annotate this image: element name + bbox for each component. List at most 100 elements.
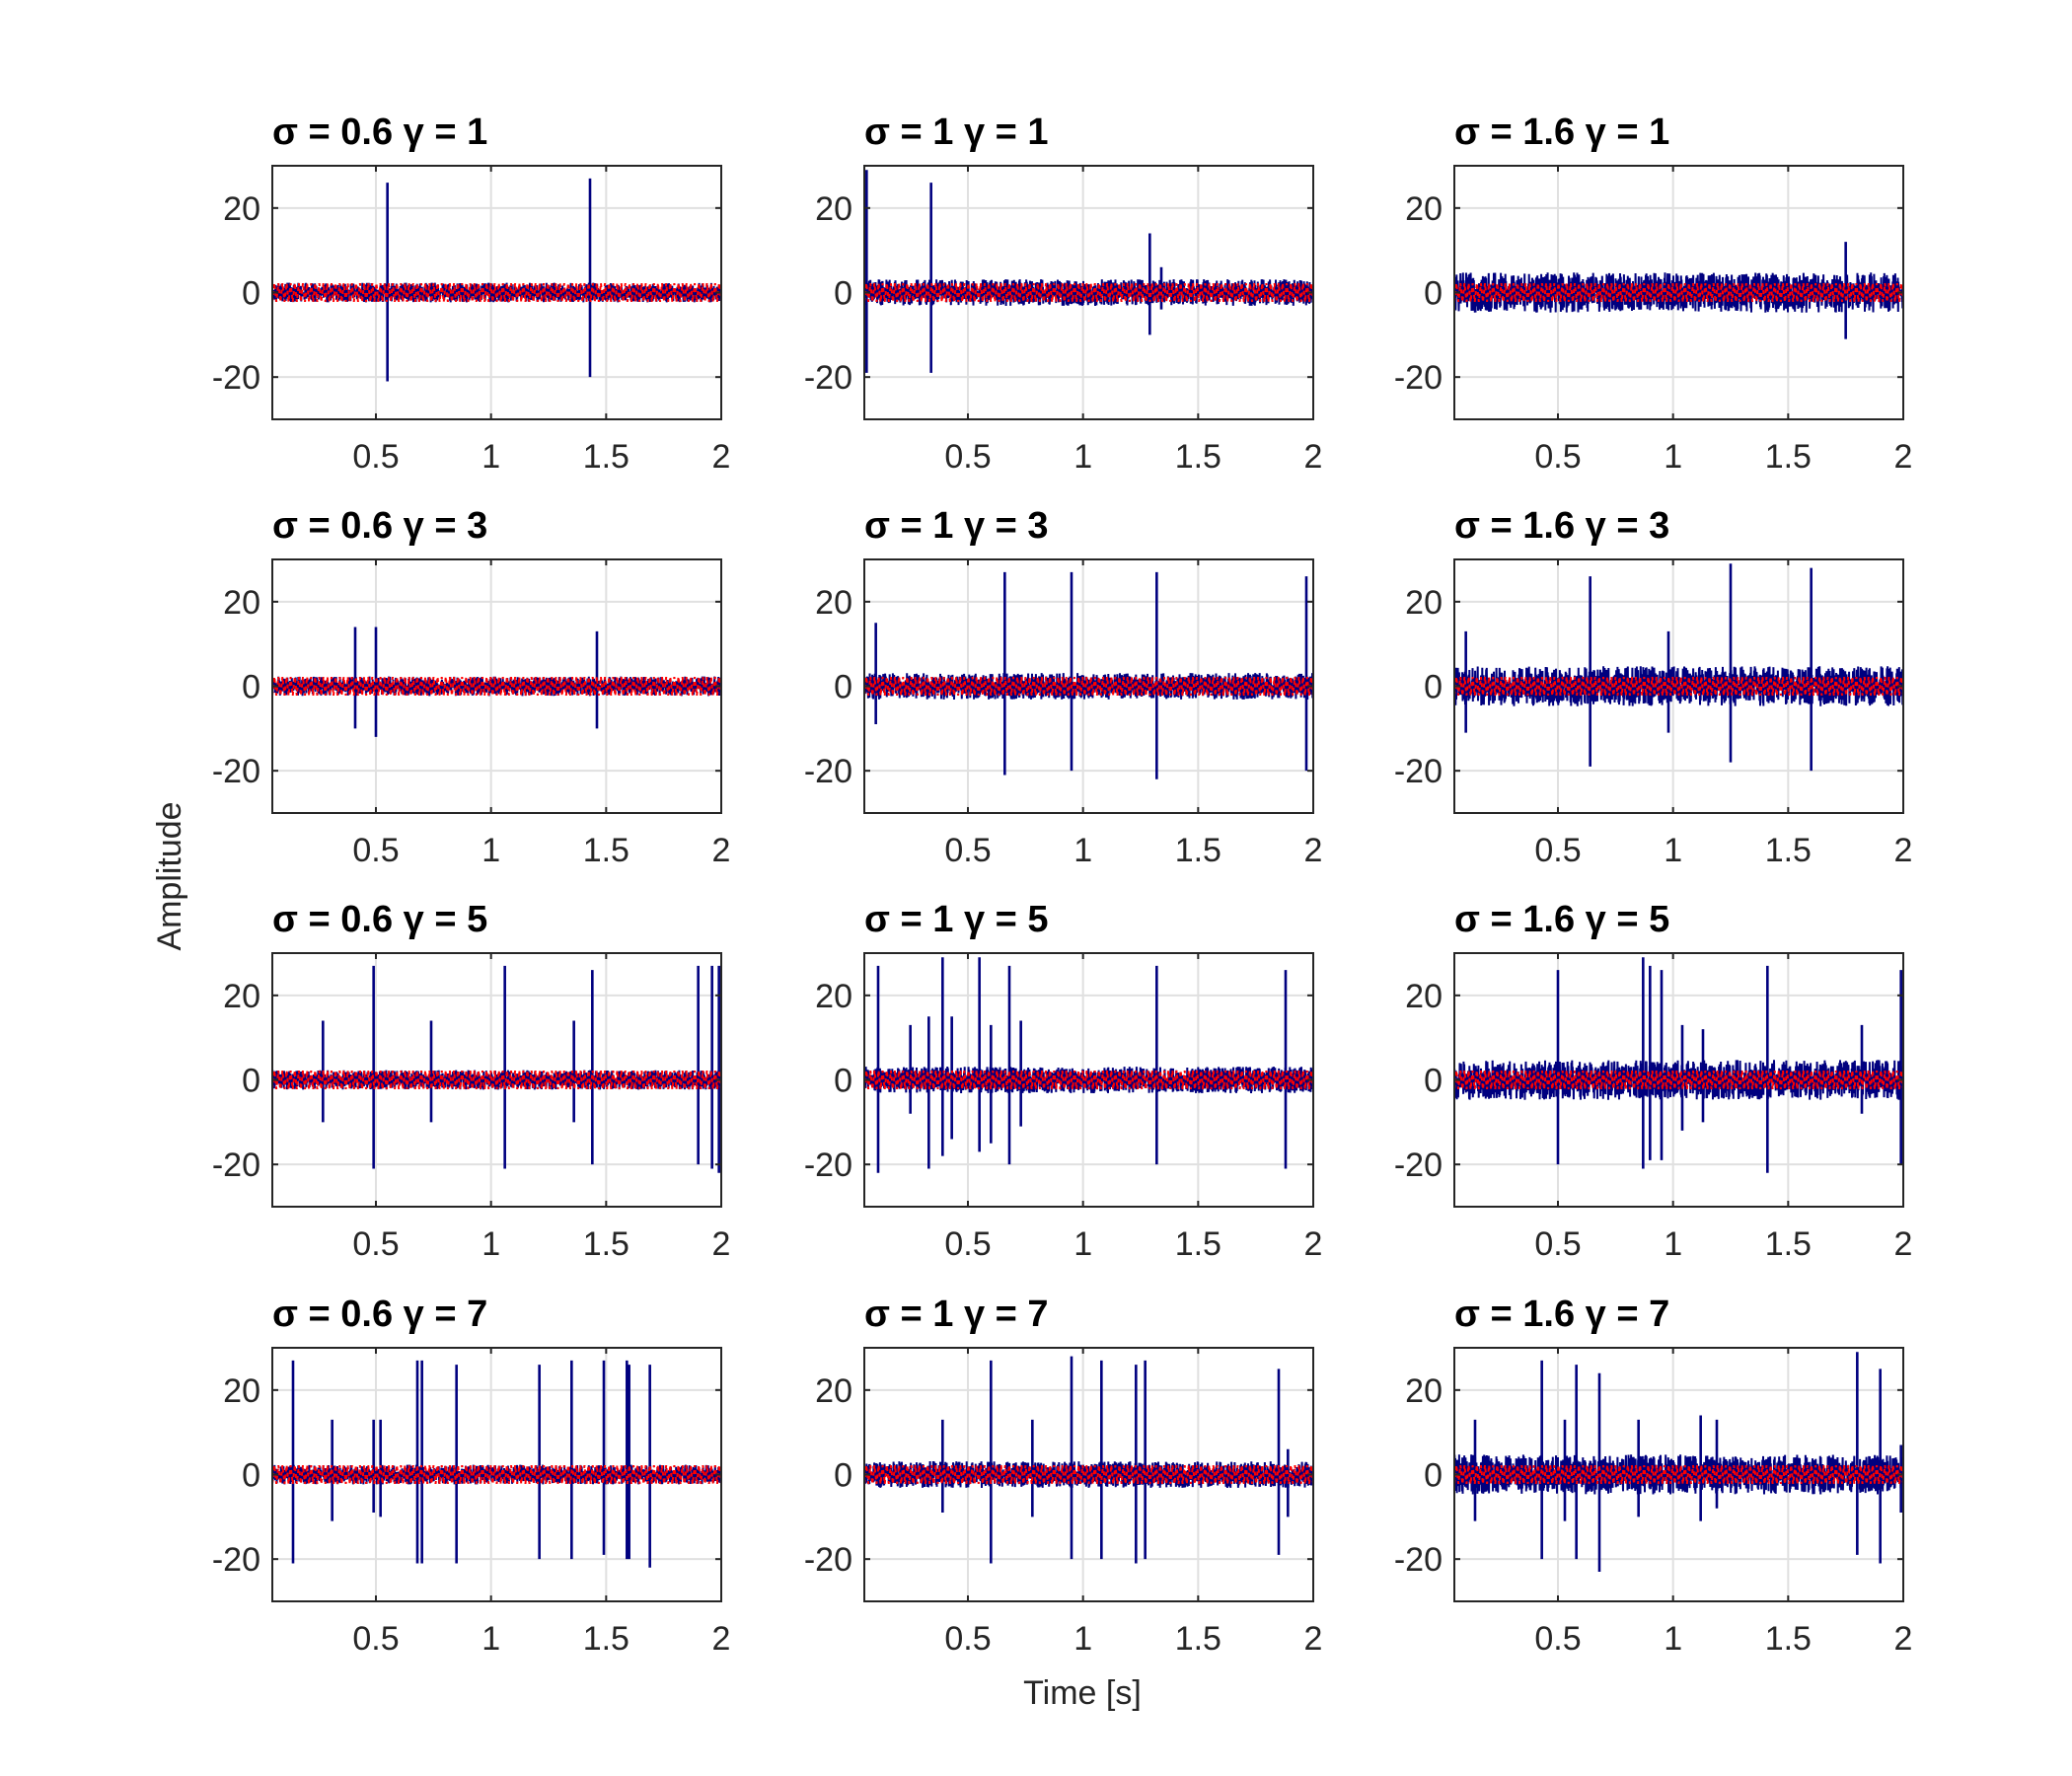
plot-area xyxy=(864,170,1313,373)
subplot-title: σ = 1.6 γ = 7 xyxy=(1454,1294,1669,1335)
y-tick-label: -20 xyxy=(804,753,852,790)
plot-area xyxy=(1454,242,1903,339)
y-tick-label: -20 xyxy=(1394,753,1443,790)
reference-series xyxy=(272,282,721,303)
reference-series xyxy=(272,1070,721,1090)
y-tick-label: 0 xyxy=(834,275,852,313)
x-tick-label: 1 xyxy=(1073,1620,1092,1658)
x-tick-label: 1 xyxy=(1073,1225,1092,1263)
x-tick-label: 2 xyxy=(1304,832,1323,869)
signal-series xyxy=(1454,666,1903,706)
x-tick-label: 0.5 xyxy=(352,438,399,476)
x-tick-label: 1.5 xyxy=(583,1620,629,1658)
y-tick-label: 0 xyxy=(1424,1063,1443,1100)
x-tick-label: 0.5 xyxy=(944,1620,991,1658)
subplot-title: σ = 0.6 γ = 3 xyxy=(272,505,487,547)
x-tick-label: 1 xyxy=(1073,438,1092,476)
subplot-title: σ = 0.6 γ = 1 xyxy=(272,111,487,153)
y-tick-label: 20 xyxy=(815,978,852,1015)
y-tick-label: 20 xyxy=(1405,978,1443,1015)
reference-series xyxy=(1454,282,1903,303)
y-tick-label: -20 xyxy=(804,1147,852,1184)
y-tick-label: 0 xyxy=(242,1457,260,1495)
y-tick-label: 20 xyxy=(1405,584,1443,622)
signal-series xyxy=(272,676,721,697)
subplot-12: 0.5 1 1.5 2 -20 0 20 σ = 1.6 γ = 7 xyxy=(1394,1294,1913,1658)
subplot-title: σ = 1.6 γ = 1 xyxy=(1454,111,1669,153)
y-tick-label: 20 xyxy=(815,1372,852,1410)
y-tick-label: 0 xyxy=(242,1063,260,1100)
y-tick-label: 20 xyxy=(815,190,852,228)
y-tick-label: 0 xyxy=(834,1457,852,1495)
plot-area xyxy=(1454,1352,1903,1573)
x-tick-label: 1.5 xyxy=(1765,1620,1812,1658)
subplot-2: 0.5 1 1.5 2 -20 0 20 σ = 1 γ = 1 xyxy=(804,111,1323,476)
subplot-title: σ = 1 γ = 7 xyxy=(864,1294,1049,1335)
subplot-title: σ = 1 γ = 5 xyxy=(864,899,1049,940)
y-tick-label: -20 xyxy=(1394,1147,1443,1184)
subplot-title: σ = 1 γ = 1 xyxy=(864,111,1049,153)
subplot-4: 0.5 1 1.5 2 -20 0 20 σ = 0.6 γ = 3 xyxy=(212,505,731,869)
subplot-5: 0.5 1 1.5 2 -20 0 20 σ = 1 γ = 3 xyxy=(804,505,1323,869)
reference-series xyxy=(864,676,1313,697)
signal-series xyxy=(1454,272,1903,313)
x-tick-label: 2 xyxy=(1304,438,1323,476)
y-tick-label: -20 xyxy=(804,359,852,397)
x-tick-label: 1.5 xyxy=(1765,438,1812,476)
y-tick-label: 20 xyxy=(223,1372,260,1410)
x-tick-label: 2 xyxy=(1304,1225,1323,1263)
y-tick-label: 0 xyxy=(1424,669,1443,706)
x-tick-label: 0.5 xyxy=(352,1225,399,1263)
y-tick-label: -20 xyxy=(212,359,260,397)
subplot-title: σ = 1.6 γ = 3 xyxy=(1454,505,1669,547)
x-tick-label: 1 xyxy=(481,438,500,476)
reference-series xyxy=(864,1070,1313,1090)
x-tick-label: 0.5 xyxy=(352,1620,399,1658)
subplot-11: 0.5 1 1.5 2 -20 0 20 σ = 1 γ = 7 xyxy=(804,1294,1323,1658)
y-tick-label: 0 xyxy=(1424,1457,1443,1495)
x-tick-label: 1.5 xyxy=(1175,1225,1221,1263)
subplot-8: 0.5 1 1.5 2 -20 0 20 σ = 1 γ = 5 xyxy=(804,899,1323,1263)
x-tick-label: 2 xyxy=(1894,1620,1913,1658)
plot-area xyxy=(864,1356,1313,1564)
subplot-9: 0.5 1 1.5 2 -20 0 20 σ = 1.6 γ = 5 xyxy=(1394,899,1913,1263)
y-tick-label: 20 xyxy=(223,190,260,228)
x-tick-label: 0.5 xyxy=(1534,1620,1581,1658)
subplot-title: σ = 1 γ = 3 xyxy=(864,505,1049,547)
x-tick-label: 2 xyxy=(1304,1620,1323,1658)
y-axis-label: Amplitude xyxy=(151,801,188,950)
signal-series xyxy=(1454,1060,1903,1100)
reference-series xyxy=(1454,1464,1903,1485)
plot-area xyxy=(272,1360,721,1568)
y-tick-label: 0 xyxy=(834,1063,852,1100)
x-tick-label: 1 xyxy=(481,1225,500,1263)
x-tick-label: 1 xyxy=(1664,1225,1682,1263)
y-tick-label: 20 xyxy=(815,584,852,622)
x-tick-label: 1 xyxy=(481,1620,500,1658)
plot-area xyxy=(272,627,721,737)
y-tick-label: 20 xyxy=(1405,190,1443,228)
x-tick-label: 2 xyxy=(712,438,731,476)
x-tick-label: 1 xyxy=(481,832,500,869)
y-tick-label: -20 xyxy=(1394,359,1443,397)
y-tick-label: 0 xyxy=(1424,275,1443,313)
subplot-7: 0.5 1 1.5 2 -20 0 20 σ = 0.6 γ = 5 xyxy=(212,899,731,1263)
plot-area xyxy=(864,957,1313,1173)
x-tick-label: 1 xyxy=(1664,1620,1682,1658)
x-tick-label: 2 xyxy=(1894,832,1913,869)
x-tick-label: 1 xyxy=(1664,832,1682,869)
y-tick-label: 0 xyxy=(242,669,260,706)
reference-series xyxy=(272,1464,721,1485)
reference-series xyxy=(1454,676,1903,697)
y-tick-label: 0 xyxy=(242,275,260,313)
x-tick-label: 1 xyxy=(1664,438,1682,476)
x-tick-label: 1.5 xyxy=(1765,832,1812,869)
reference-series xyxy=(272,676,721,697)
y-tick-label: 20 xyxy=(223,978,260,1015)
y-tick-label: -20 xyxy=(212,753,260,790)
x-tick-label: 1.5 xyxy=(1175,832,1221,869)
plot-area xyxy=(272,178,721,382)
plot-area xyxy=(272,965,721,1173)
x-tick-label: 0.5 xyxy=(944,832,991,869)
